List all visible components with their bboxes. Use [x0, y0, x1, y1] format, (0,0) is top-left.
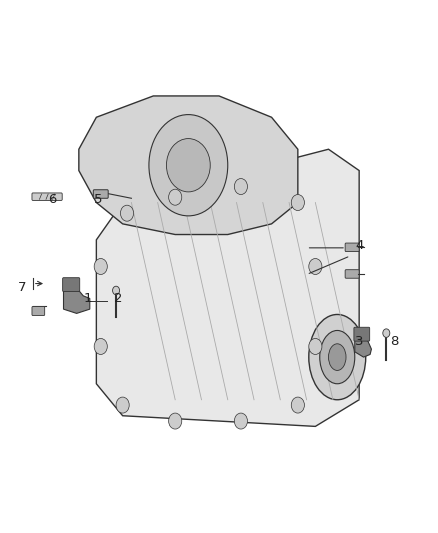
Circle shape: [116, 397, 129, 413]
Circle shape: [291, 195, 304, 211]
Ellipse shape: [320, 330, 355, 384]
Circle shape: [309, 338, 322, 354]
Circle shape: [169, 413, 182, 429]
PathPatch shape: [64, 288, 90, 313]
Text: 4: 4: [355, 239, 364, 252]
FancyBboxPatch shape: [32, 193, 62, 200]
Text: 2: 2: [114, 292, 123, 305]
Ellipse shape: [166, 139, 210, 192]
Ellipse shape: [149, 115, 228, 216]
Text: 1: 1: [83, 292, 92, 305]
FancyBboxPatch shape: [354, 327, 370, 341]
PathPatch shape: [79, 96, 298, 235]
Ellipse shape: [309, 314, 366, 400]
FancyBboxPatch shape: [345, 270, 359, 278]
Ellipse shape: [328, 344, 346, 370]
FancyBboxPatch shape: [93, 190, 108, 198]
Circle shape: [94, 259, 107, 274]
Circle shape: [309, 259, 322, 274]
PathPatch shape: [96, 149, 359, 426]
Circle shape: [234, 413, 247, 429]
Text: 5: 5: [94, 193, 103, 206]
FancyBboxPatch shape: [63, 278, 80, 292]
Circle shape: [169, 189, 182, 205]
Text: 7: 7: [18, 281, 26, 294]
PathPatch shape: [355, 337, 371, 357]
Text: 6: 6: [48, 193, 57, 206]
FancyBboxPatch shape: [32, 306, 45, 316]
Text: 3: 3: [355, 335, 364, 348]
Circle shape: [120, 205, 134, 221]
Circle shape: [383, 329, 390, 337]
FancyBboxPatch shape: [345, 243, 359, 252]
Circle shape: [291, 397, 304, 413]
Circle shape: [234, 179, 247, 195]
Circle shape: [113, 286, 120, 295]
Circle shape: [94, 338, 107, 354]
Text: 8: 8: [390, 335, 399, 348]
